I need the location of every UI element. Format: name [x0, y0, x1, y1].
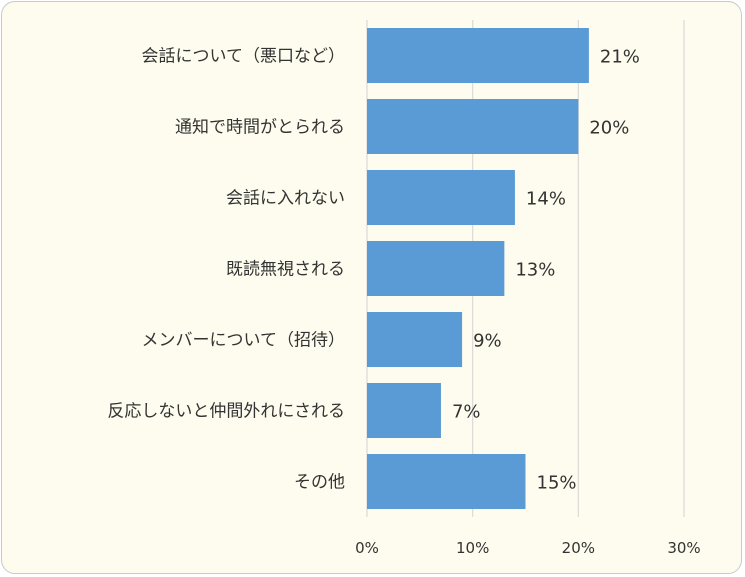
value-label-4: 9%	[473, 331, 502, 352]
bar-5	[367, 383, 441, 438]
bar-3	[367, 241, 505, 296]
category-label-2: 会話に入れない	[226, 189, 345, 209]
category-label-5: 反応しないと仲間外れにされる	[107, 402, 345, 422]
value-label-5: 7%	[452, 402, 481, 423]
category-label-0: 会話について（悪口など）	[142, 47, 346, 67]
category-label-1: 通知で時間がとられる	[175, 118, 345, 138]
bar-0	[367, 28, 589, 83]
value-label-1: 20%	[589, 118, 629, 139]
value-label-2: 14%	[526, 189, 566, 210]
bar-4	[367, 312, 463, 367]
bar-6	[367, 454, 526, 509]
value-label-6: 15%	[537, 473, 577, 494]
bar-1	[367, 99, 579, 154]
x-tick-label-3: 30%	[667, 539, 700, 557]
category-label-3: 既読無視される	[226, 260, 345, 280]
x-tick-label-1: 10%	[456, 539, 489, 557]
value-label-3: 13%	[515, 260, 555, 281]
bar-2	[367, 170, 515, 225]
value-label-0: 21%	[600, 47, 640, 68]
x-tick-label-2: 20%	[562, 539, 595, 557]
category-label-6: その他	[294, 473, 345, 493]
x-tick-label-0: 0%	[355, 539, 379, 557]
category-label-4: メンバーについて（招待）	[142, 331, 346, 351]
